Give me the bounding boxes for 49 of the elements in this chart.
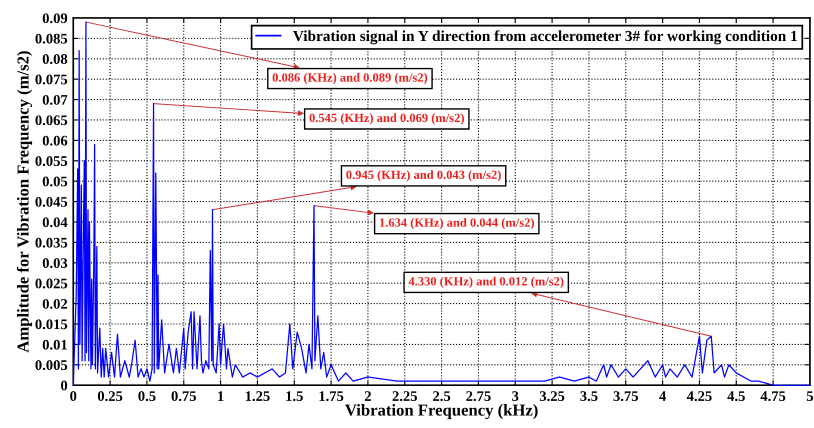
y-tick-label: 0.02: [42, 298, 68, 309]
y-axis-title: Amplitude for Vibration Frequency (m/s2): [16, 51, 32, 353]
x-tick-label: 2.25: [392, 391, 417, 402]
y-tick-label: 0.015: [35, 319, 68, 330]
x-tick-label: 3.25: [540, 391, 564, 402]
annotation: 0.945 (KHz) and 0.043 (m/s2): [346, 170, 501, 182]
annotation: 4.330 (KHz) and 0.012 (m/s2): [408, 276, 564, 288]
x-tick-label: 3.75: [614, 391, 638, 402]
y-tick-label: 0.005: [35, 360, 68, 370]
x-tick-label: 4: [659, 391, 666, 401]
x-axis-title: Vibration Frequency (kHz): [345, 404, 538, 420]
y-tick-label: 0: [60, 380, 68, 390]
x-tick-label: 2: [364, 391, 371, 401]
y-tick-label: 0.055: [35, 156, 68, 166]
y-tick-label: 0.035: [35, 238, 68, 248]
line-series: [72, 21, 811, 386]
legend-label: Vibration signal in Y direction from accelerometer 3# for working condition 1: [293, 30, 797, 44]
y-tick-label: 0.01: [42, 340, 67, 350]
x-tick-label: 4.75: [760, 391, 786, 402]
y-tick-label: 0.025: [35, 278, 68, 288]
y-tick-label: 0.03: [42, 258, 68, 268]
x-tick-label: 1.75: [320, 391, 344, 402]
x-tick-label: 1.25: [246, 391, 270, 402]
x-tick-label: 5: [806, 391, 814, 402]
x-tick-label: 0.5: [138, 391, 156, 402]
x-tick-label: 3: [512, 391, 518, 402]
y-tick-label: 0.08: [42, 54, 68, 64]
x-tick-label: 0.25: [98, 391, 122, 402]
annotation: 0.086 (KHz) and 0.089 (m/s2): [272, 72, 428, 84]
annotation: 1.634 (KHz) and 0.044 (m/s2): [380, 218, 534, 230]
y-tick-label: 0.04: [42, 217, 68, 228]
x-tick-label: 1: [218, 391, 224, 401]
y-tick-label: 0.045: [35, 196, 68, 207]
y-tick-label: 0.075: [35, 74, 68, 84]
x-tick-label: 3.5: [580, 391, 598, 402]
x-tick-label: 0: [70, 391, 76, 402]
y-tick-label: 0.065: [35, 115, 68, 126]
y-tick-label: 0.06: [42, 136, 68, 146]
x-tick-label: 0.75: [172, 391, 196, 402]
x-tick-label: 1.5: [286, 391, 303, 402]
y-tick-label: 0.05: [42, 176, 68, 186]
y-tick-label: 0.085: [35, 34, 68, 44]
y-tick-label: 0.09: [42, 13, 68, 24]
x-tick-label: 2.5: [433, 391, 450, 402]
x-tick-label: 4.5: [727, 391, 745, 402]
y-tick-label: 0.07: [42, 94, 68, 105]
x-tick-label: 2.75: [466, 391, 491, 402]
annotation: 0.545 (KHz) and 0.069 (m/s2): [309, 113, 464, 125]
x-tick-label: 4.25: [686, 391, 712, 402]
